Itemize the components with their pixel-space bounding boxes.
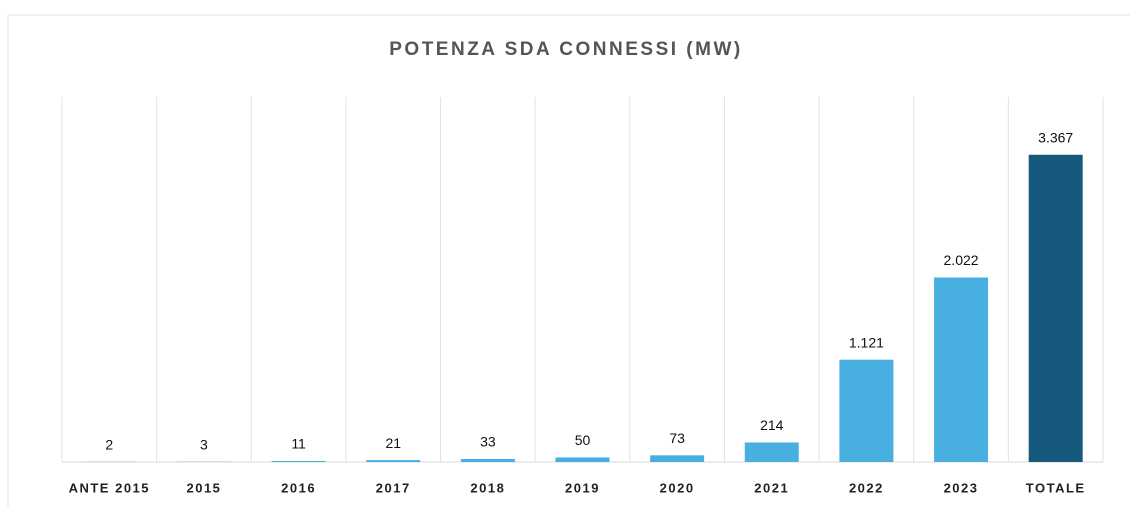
value-label: 3.367 <box>1038 129 1073 145</box>
bar <box>744 442 799 462</box>
bar <box>650 455 705 462</box>
bar <box>366 460 421 462</box>
x-tick-label: 2023 <box>944 480 979 495</box>
bar <box>839 359 894 462</box>
value-label: 50 <box>575 432 591 448</box>
value-label: 2 <box>105 437 113 453</box>
value-label: 21 <box>385 435 401 451</box>
x-tick-label: 2021 <box>754 480 789 495</box>
bar <box>460 458 515 462</box>
chart-border <box>7 14 1130 507</box>
value-label: 214 <box>760 417 784 433</box>
x-tick-label: 2016 <box>281 480 316 495</box>
x-tick-label: 2019 <box>565 480 600 495</box>
value-label: 11 <box>291 436 306 452</box>
x-tick-label: 2020 <box>660 480 695 495</box>
bar <box>934 277 989 462</box>
value-label: 3 <box>200 436 208 452</box>
value-label: 33 <box>480 434 496 450</box>
value-label: 1.121 <box>849 334 884 350</box>
x-tick-label: TOTALE <box>1026 480 1086 495</box>
value-label: 73 <box>669 430 685 446</box>
x-tick-label: 2015 <box>186 480 221 495</box>
value-label: 2.022 <box>944 252 979 268</box>
x-tick-label: 2018 <box>470 480 505 495</box>
bar <box>1028 154 1083 463</box>
x-tick-label: 2017 <box>376 480 411 495</box>
bar <box>271 460 326 462</box>
x-tick-label: 2022 <box>849 480 884 495</box>
chart-title: POTENZA SDA CONNESSI (MW) <box>389 39 742 60</box>
x-tick-label: ANTE 2015 <box>69 480 150 495</box>
bar <box>555 457 610 462</box>
